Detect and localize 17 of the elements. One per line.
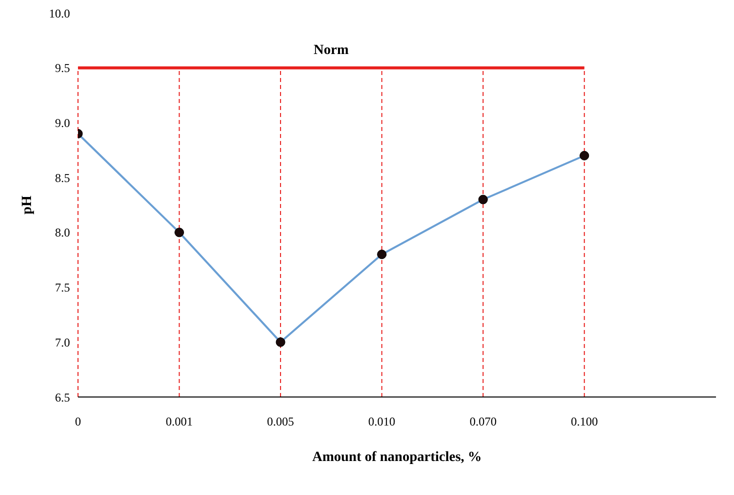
- y-tick-label: 7.0: [55, 335, 70, 350]
- x-tick-label: 0.010: [368, 414, 396, 429]
- x-tick-label: 0.001: [166, 414, 193, 429]
- y-axis-title: pH: [20, 196, 35, 214]
- y-tick-label: 8.5: [55, 170, 70, 185]
- y-tick-label: 8.0: [55, 226, 70, 240]
- x-tick-label: 0.005: [267, 414, 294, 429]
- x-tick-label: 0: [75, 414, 81, 429]
- y-tick-label: 6.5: [55, 390, 70, 404]
- y-tick-label: 9.0: [55, 116, 70, 130]
- y-tick-label: 7.5: [55, 280, 70, 295]
- ref-line-label: Norm: [314, 42, 349, 58]
- x-axis-title: Amount of nanoparticles, %: [312, 450, 482, 465]
- x-tick-label: 0.070: [470, 414, 497, 429]
- y-tick-label: 9.5: [55, 61, 70, 76]
- y-tick-label: 10.0: [49, 6, 70, 20]
- x-tick-label: 0.100: [570, 414, 598, 429]
